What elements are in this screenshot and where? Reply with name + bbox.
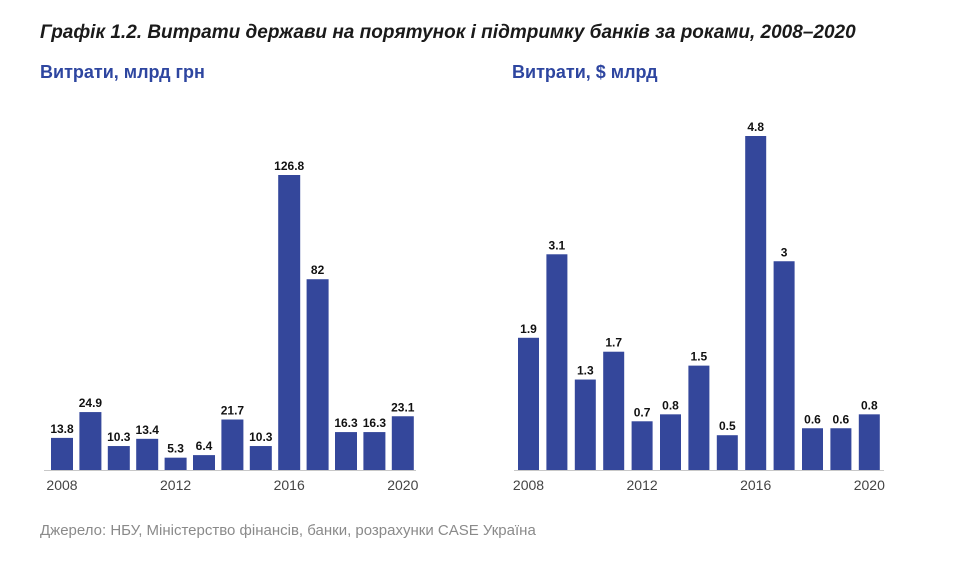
bar-2020 <box>391 416 414 470</box>
x-tick-label: 2008 <box>46 477 77 493</box>
data-label: 16.3 <box>334 416 358 430</box>
data-label: 0.6 <box>804 412 821 426</box>
x-tick-label: 2012 <box>627 477 658 493</box>
bar-2019 <box>830 428 852 470</box>
data-label: 126.8 <box>274 159 304 173</box>
data-label: 0.5 <box>719 419 736 433</box>
data-label: 13.8 <box>50 422 74 436</box>
data-label: 24.9 <box>79 396 103 410</box>
data-label: 5.3 <box>167 442 184 456</box>
x-tick-label: 2008 <box>513 477 544 493</box>
bar-2017 <box>306 279 329 470</box>
data-label: 4.8 <box>747 120 764 134</box>
data-label: 82 <box>311 263 325 277</box>
data-label: 0.6 <box>833 412 850 426</box>
bar-2009 <box>79 412 102 470</box>
bar-2014 <box>688 365 710 470</box>
data-label: 1.9 <box>520 322 537 336</box>
bar-2008 <box>518 337 539 470</box>
bar-2013 <box>660 414 681 470</box>
bar-2016 <box>745 136 767 470</box>
data-label: 1.5 <box>691 350 708 364</box>
bar-2015 <box>249 446 272 470</box>
bar-2018 <box>335 432 357 470</box>
bar-2008 <box>51 437 73 470</box>
data-label: 10.3 <box>249 430 273 444</box>
bar-2010 <box>574 379 596 470</box>
data-label: 21.7 <box>221 404 245 418</box>
right-chart-subtitle: Витрати, $ млрд <box>512 62 658 82</box>
data-label: 0.8 <box>861 398 878 412</box>
data-label: 0.7 <box>634 405 651 419</box>
x-tick-label: 2016 <box>740 477 771 493</box>
x-tick-label: 2020 <box>387 477 418 493</box>
data-label: 13.4 <box>136 423 160 437</box>
bar-2009 <box>546 254 568 470</box>
data-label: 23.1 <box>391 400 415 414</box>
data-label: 3 <box>781 245 788 259</box>
left-chart-subtitle: Витрати, млрд грн <box>40 62 205 82</box>
bar-2014 <box>221 419 244 470</box>
data-label: 1.3 <box>577 364 594 378</box>
bar-2011 <box>136 438 159 470</box>
data-label: 10.3 <box>107 430 131 444</box>
data-label: 16.3 <box>363 416 387 430</box>
bar-2019 <box>363 432 386 470</box>
source-note: Джерело: НБУ, Міністерство фінансів, бан… <box>40 522 536 539</box>
bar-2018 <box>802 428 823 470</box>
data-label: 3.1 <box>549 238 566 252</box>
bar-2013 <box>193 455 215 470</box>
data-label: 1.7 <box>605 336 622 350</box>
bar-2017 <box>773 261 795 470</box>
bar-2011 <box>603 351 625 470</box>
data-label: 0.8 <box>662 398 679 412</box>
bar-2012 <box>164 457 187 470</box>
bar-2012 <box>631 421 653 470</box>
bar-2010 <box>107 446 130 470</box>
x-tick-label: 2012 <box>160 477 191 493</box>
bar-2016 <box>278 175 301 470</box>
bar-2020 <box>858 414 880 470</box>
x-tick-label: 2020 <box>854 477 885 493</box>
x-tick-label: 2016 <box>274 477 305 493</box>
chart-title: Графік 1.2. Витрати держави на порятунок… <box>40 22 856 43</box>
bar-2015 <box>716 435 738 470</box>
data-label: 6.4 <box>196 439 213 453</box>
